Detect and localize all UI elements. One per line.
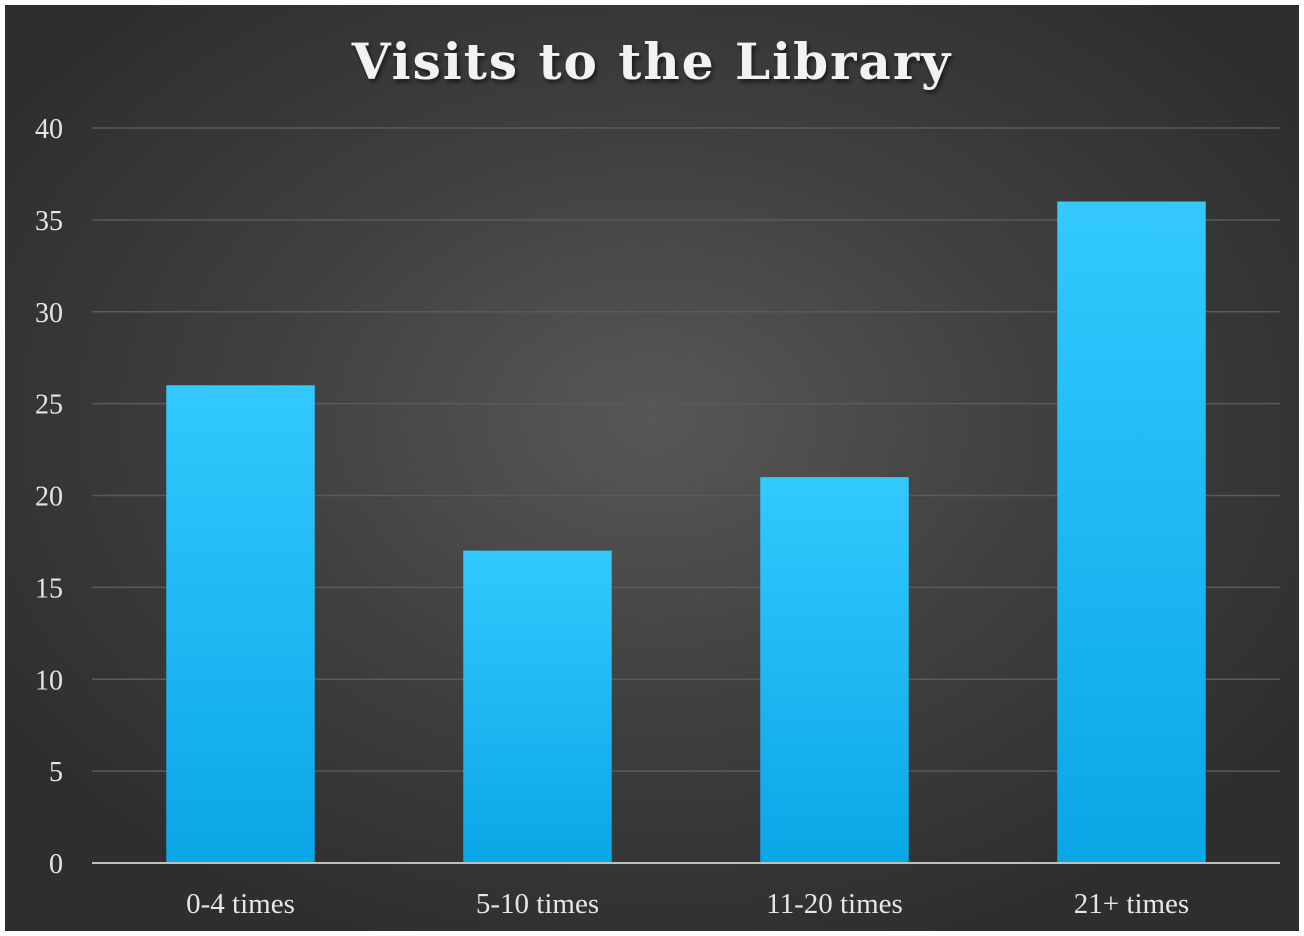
chart-panel: Visits to the Library 0 5 10 15 20 25 30 35 40 0… — [5, 5, 1299, 931]
y-tick-label: 35 — [35, 206, 63, 237]
x-axis-categories: 0-4 times 5-10 times 11-20 times 21+ times — [186, 888, 1189, 920]
x-category-label: 21+ times — [1074, 888, 1189, 920]
y-tick-label: 20 — [35, 482, 63, 513]
bar-chart: Visits to the Library 0 5 10 15 20 25 30 35 40 0… — [35, 32, 1280, 920]
bars — [166, 201, 1206, 863]
chart-title: Visits to the Library — [351, 32, 952, 91]
y-tick-label: 15 — [35, 573, 63, 604]
bar-0-4-times — [166, 385, 315, 863]
y-tick-label: 30 — [35, 298, 63, 329]
x-category-label: 0-4 times — [186, 888, 295, 920]
y-tick-label: 25 — [35, 390, 63, 421]
y-tick-label: 10 — [35, 665, 63, 696]
x-category-label: 5-10 times — [476, 888, 599, 920]
y-tick-label: 5 — [49, 757, 63, 788]
y-axis-ticks: 0 5 10 15 20 25 30 35 40 — [35, 114, 63, 880]
bar-11-20-times — [760, 477, 909, 863]
x-category-label: 11-20 times — [766, 888, 903, 920]
y-tick-label: 0 — [49, 849, 63, 880]
bar-5-10-times — [463, 550, 612, 863]
y-tick-label: 40 — [35, 114, 63, 145]
bar-21-times — [1057, 201, 1206, 863]
